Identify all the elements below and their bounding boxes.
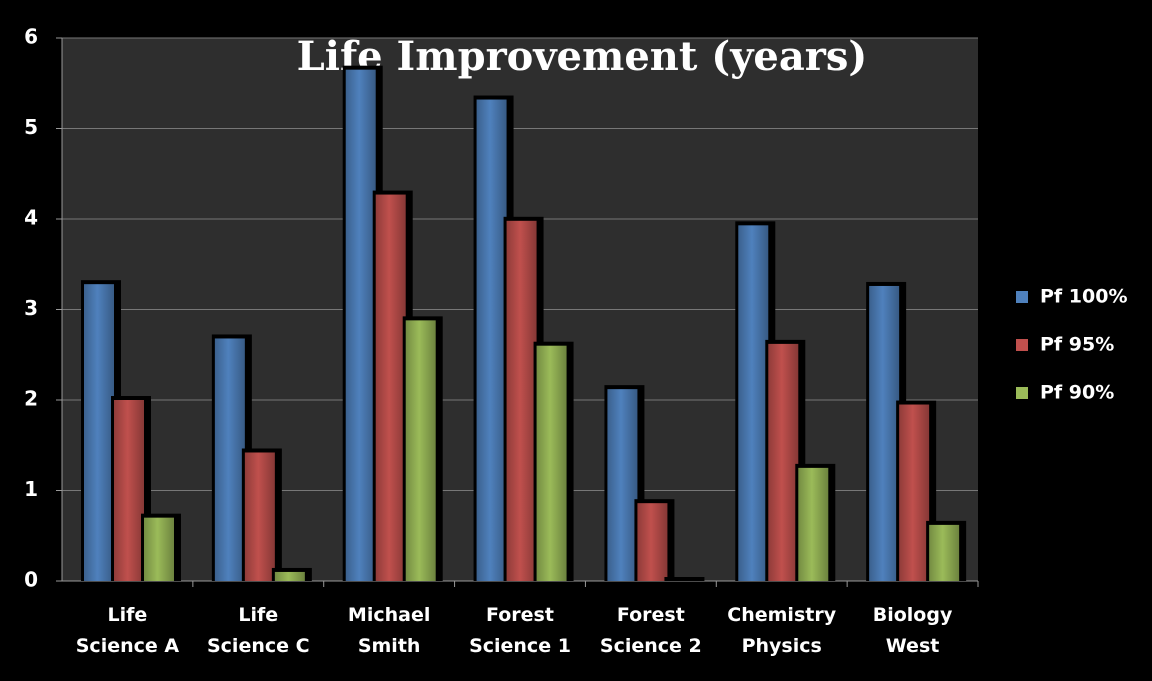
bar	[869, 285, 900, 581]
legend-label: Pf 90%	[1040, 382, 1114, 404]
y-tick-label: 0	[24, 568, 38, 592]
x-tick-label: Life Science A	[75, 604, 180, 657]
bar-shadow	[664, 577, 705, 581]
x-tick-label: Forest Science 1	[469, 604, 571, 657]
legend-swatch	[1016, 339, 1028, 351]
chart-title: Life Improvement (years)	[297, 33, 868, 80]
bar	[405, 320, 436, 581]
legend-swatch	[1016, 387, 1028, 399]
bar	[375, 194, 406, 581]
x-tick-label: Life Science C	[206, 604, 310, 657]
bar	[114, 400, 144, 581]
bar	[798, 467, 829, 581]
bar	[214, 338, 245, 581]
x-tick-label: Michael Smith	[347, 604, 431, 657]
bar	[84, 284, 114, 581]
bar	[899, 404, 930, 581]
bar	[768, 343, 799, 581]
bar	[274, 571, 305, 581]
legend-label: Pf 100%	[1040, 286, 1128, 308]
x-tick-label: Biology West	[872, 604, 953, 657]
bar	[476, 99, 507, 581]
bar	[637, 503, 668, 581]
bar	[345, 69, 376, 582]
y-tick-label: 4	[24, 206, 38, 230]
bar	[244, 452, 275, 581]
bar	[738, 225, 769, 581]
legend-label: Pf 95%	[1040, 334, 1114, 356]
bar	[607, 389, 638, 581]
y-tick-label: 6	[24, 25, 38, 49]
bar	[144, 517, 174, 581]
bar	[506, 220, 537, 581]
y-tick-label: 1	[24, 477, 38, 501]
x-tick-label: Chemistry Physics	[727, 604, 837, 657]
y-tick-label: 2	[24, 387, 38, 411]
bar	[929, 524, 960, 581]
y-tick-label: 5	[24, 115, 38, 139]
legend-swatch	[1016, 291, 1028, 303]
y-tick-label: 3	[24, 296, 38, 320]
x-tick-label: Forest Science 2	[599, 604, 702, 657]
bar	[536, 345, 567, 581]
